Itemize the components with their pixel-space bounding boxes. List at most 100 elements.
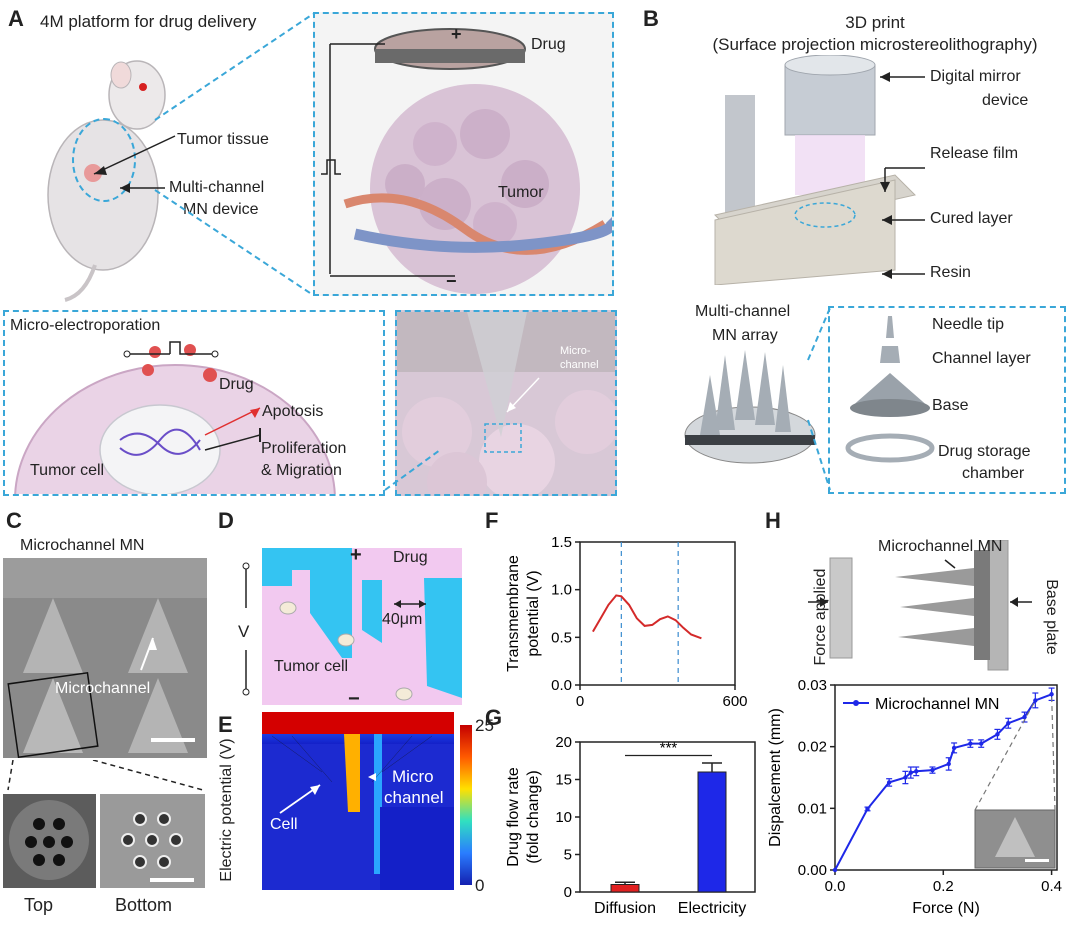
h-plot-frame [834, 684, 1058, 871]
label-base: Base [932, 397, 969, 414]
h-inset-connector [1050, 694, 1056, 811]
label-tumor-tissue: Tumor tissue [177, 131, 269, 148]
panel-c-title: Microchannel MN [20, 537, 145, 554]
label-plus-a: + [451, 24, 462, 44]
channel-schematic [262, 548, 462, 705]
label-apoptosis: Apotosis [262, 403, 324, 420]
g-ytick-label: 15 [555, 772, 572, 789]
label-storage-line1: Drug storage [938, 443, 1031, 460]
tumor-render [321, 28, 612, 294]
h-point [1022, 714, 1027, 720]
chart-g: 0 5 10 15 20 Diffusion Electricity *** Drug flow… [505, 734, 756, 917]
chart-f: 0.00.51.01.50600Deep (μm)Transmembranepo… [505, 534, 748, 710]
h-ytick-label: 0.00 [798, 862, 827, 879]
h-point [968, 741, 973, 746]
h-point [1006, 721, 1011, 726]
h-inset-scalebar [1025, 859, 1049, 862]
zoom-connector-lines-2 [384, 449, 441, 491]
label-width: 40μm [382, 611, 423, 628]
mouse-zoom-circle [72, 118, 136, 202]
label-release-film: Release film [930, 145, 1019, 162]
zoom-connector-lines [154, 13, 314, 296]
h-point [886, 780, 892, 785]
g-ylabel-line1: Drug flow rate [505, 767, 522, 867]
micro-electroporation-panel [3, 310, 385, 496]
label-array-line1: Multi-channel [695, 303, 791, 320]
tumor-cell-illustration [14, 341, 336, 494]
cbar-min: 0 [475, 876, 485, 895]
panel-label-d: D [218, 508, 234, 533]
g-ytick-label: 0 [564, 884, 572, 901]
chart-h: 0.00 0.01 0.02 0.03 0.0 0.2 0.4 Microchannel MN… [767, 677, 1062, 917]
f-series-line [592, 594, 702, 640]
label-top: Top [24, 895, 54, 915]
f-ytick-label: 1.5 [551, 534, 572, 551]
label-base-plate: Base plate [1043, 579, 1060, 655]
panel-label-g: G [485, 705, 503, 730]
h-xtick-label: 0.2 [933, 878, 954, 895]
f-plot-frame [579, 541, 736, 686]
e-ylabel: Electric potential (V) [218, 738, 235, 882]
panel-label-f: F [485, 508, 499, 533]
label-channel-e: channel [384, 788, 444, 807]
e-arrows [279, 773, 376, 814]
label-prolif-line2: & Migration [261, 462, 342, 479]
label-plus-d: + [350, 544, 362, 566]
h-ylabel: Dispalcement (mm) [767, 708, 784, 847]
zoom-connector-lines-b [807, 307, 831, 491]
h-point [995, 732, 1000, 737]
panel-label-b: B [643, 6, 659, 31]
printer-arrows [880, 72, 925, 279]
label-cell: Cell [270, 816, 298, 833]
f-ylabel-line2: potential (V) [525, 570, 542, 656]
label-tumor-cell-a: Tumor cell [30, 462, 105, 479]
e-colorbar [460, 725, 472, 885]
e-ylabel-wrap: Electric potential (V) [213, 725, 241, 895]
label-v: V [238, 622, 250, 641]
h-legend-label: Microchannel MN [875, 696, 999, 713]
label-micro: Micro- [560, 345, 591, 357]
microchannel-render-art [397, 312, 615, 494]
h-ytick-label: 0.03 [798, 677, 827, 694]
f-ylabel-line1: Transmembrane [505, 555, 522, 672]
f-ytick-label: 0.0 [551, 677, 572, 694]
label-dmd-line1: Digital mirror [930, 68, 1021, 85]
panel-label-h: H [765, 508, 781, 533]
h-point [930, 767, 935, 773]
label-micro-e: Micro [392, 767, 434, 786]
panel-a-title: 4M platform for drug delivery [40, 12, 257, 31]
label-prolif-line1: Proliferation [261, 440, 347, 457]
h-point [914, 769, 919, 774]
h-point [908, 770, 914, 775]
base-plate-wrap: Base plate [1040, 560, 1060, 680]
h-point [865, 806, 870, 812]
h-point [946, 761, 951, 767]
label-dmd-line2: device [982, 92, 1029, 109]
h-point [1049, 692, 1054, 697]
force-applied-wrap: Force applied [811, 560, 831, 680]
voltage-source [242, 562, 250, 696]
panel-label-e: E [218, 712, 233, 737]
label-tumor-cell-d: Tumor cell [274, 658, 349, 675]
g-bar [697, 771, 727, 893]
label-tumor: Tumor [498, 184, 544, 201]
g-ytick-label: 5 [564, 847, 572, 864]
tumor-tissue-arrow [93, 135, 176, 193]
printer-illustration [714, 55, 916, 285]
h-point [1033, 698, 1038, 703]
panel-b-title-line1: 3D print [845, 13, 905, 32]
panel-label-a: A [8, 6, 24, 31]
h-ytick-label: 0.02 [798, 739, 827, 756]
f-ytick-label: 0.5 [551, 629, 572, 646]
g-ytick-label: 10 [555, 809, 572, 826]
compression-schematic [808, 540, 1032, 671]
label-needle-tip: Needle tip [932, 316, 1005, 333]
h-point [832, 867, 838, 873]
h-inset-connector [974, 700, 1036, 811]
label-array-line2: MN array [712, 327, 778, 344]
sem-bottom-image [100, 794, 205, 888]
label-force-applied: Force applied [812, 568, 829, 666]
label-channel: channel [560, 359, 599, 371]
sem-top-image [3, 794, 96, 888]
h-series-line [834, 693, 1052, 871]
